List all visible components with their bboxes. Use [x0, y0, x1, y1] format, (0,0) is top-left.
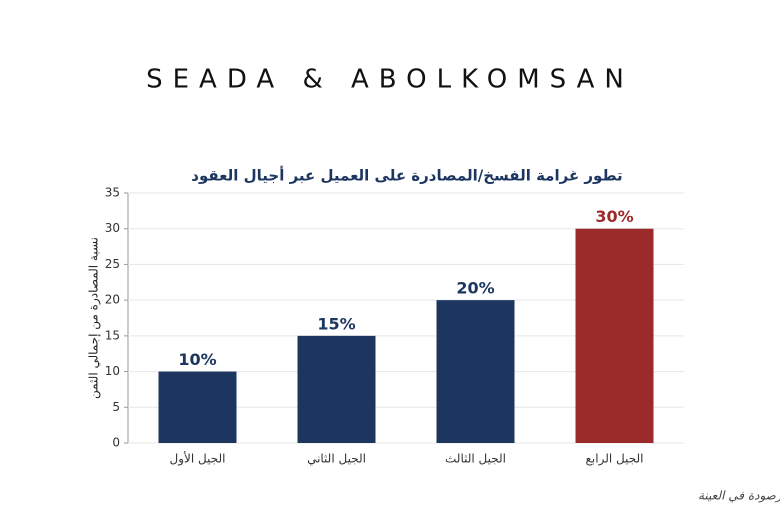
x-tick-label: الجيل الثاني — [307, 452, 366, 466]
y-tick-label: 0 — [112, 436, 120, 450]
bar — [297, 335, 376, 443]
value-label: 15% — [317, 314, 355, 333]
bar — [436, 300, 515, 443]
y-tick-label: 20 — [105, 293, 120, 307]
y-tick-label: 5 — [112, 400, 120, 414]
y-tick-label: 15 — [105, 328, 120, 342]
y-tick-label: 10 — [105, 364, 120, 378]
x-tick-label: الجيل الثالث — [445, 452, 506, 466]
value-label: 10% — [178, 350, 216, 369]
x-tick-label: الجيل الأول — [170, 451, 226, 467]
bar — [575, 228, 654, 443]
x-tick-label: الجيل الرابع — [586, 452, 644, 467]
y-axis-label: نسبة المصادرة من إجمالي الثمن — [87, 237, 102, 399]
value-label: 30% — [595, 207, 633, 226]
caption: شكل (1): تطور نسبة المصادرة على العميل ع… — [698, 488, 780, 503]
bar — [158, 371, 237, 443]
chart-title: تطور غرامة الفسخ/المصادرة على العميل عبر… — [191, 166, 622, 185]
y-tick-label: 35 — [105, 186, 120, 200]
brand-title: SEADA & ABOLKOMSAN — [146, 65, 634, 95]
y-tick-label: 25 — [105, 257, 120, 271]
y-tick-label: 30 — [105, 221, 120, 235]
value-label: 20% — [456, 279, 494, 298]
